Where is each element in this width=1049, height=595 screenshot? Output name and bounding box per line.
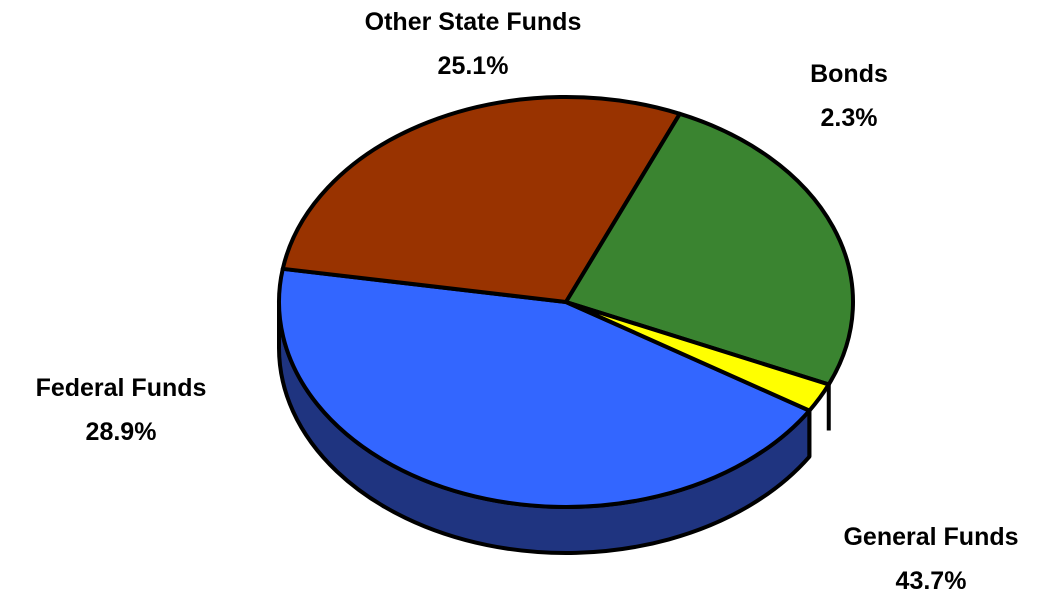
label-general-funds-value: 43.7% <box>895 567 967 595</box>
label-other-state-funds-name: Other State Funds <box>364 8 582 36</box>
label-other-state-funds: Other State Funds 25.1% <box>365 0 582 88</box>
label-federal-funds-name: Federal Funds <box>35 374 207 402</box>
slice-other-state-funds <box>564 111 855 387</box>
label-bonds-value: 2.3% <box>820 104 878 132</box>
label-bonds: Bonds 2.3% <box>810 52 888 140</box>
label-general-funds-name: General Funds <box>843 523 1019 551</box>
label-federal-funds-value: 28.9% <box>85 418 157 446</box>
label-general-funds: General Funds 43.7% <box>843 515 1018 595</box>
label-other-state-funds-value: 25.1% <box>437 52 509 80</box>
label-bonds-name: Bonds <box>810 60 888 88</box>
label-federal-funds: Federal Funds 28.9% <box>36 366 207 454</box>
slice-federal-funds <box>280 95 682 304</box>
slice-bonds <box>564 300 831 413</box>
slice-general-funds <box>277 266 812 509</box>
